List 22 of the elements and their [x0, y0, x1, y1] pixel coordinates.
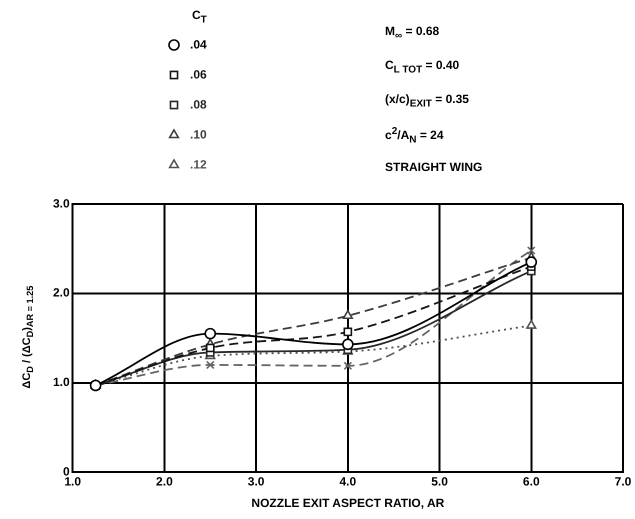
y-tick-label: 3.0 [52, 196, 70, 210]
x-tick-label: 7.0 [614, 474, 632, 489]
legend-title: C$_{T}$ [192, 8, 207, 26]
text: c$^{2}$/A$_{N}$ = 24 [385, 126, 445, 148]
legend-label: .06 [190, 67, 208, 82]
x-axis-title: NOZZLE EXIT ASPECT RATIO, AR [251, 496, 445, 510]
x-tick-label: 1.0 [64, 474, 82, 489]
x-tick-label: 2.0 [156, 474, 174, 489]
legend-label: .10 [190, 127, 208, 142]
x-tick-label: 6.0 [522, 474, 540, 489]
legend-label: .04 [190, 37, 208, 52]
text: (x/c)$_{EXIT}$ = 0.35 [385, 92, 470, 112]
x-tick-label: 4.0 [339, 474, 357, 489]
x-tick-label: 3.0 [248, 474, 265, 489]
y-tick-label: 2.0 [52, 286, 70, 300]
legend-label: .12 [190, 157, 208, 172]
text: STRAIGHT WING [385, 160, 482, 176]
y-tick-label: 1.0 [52, 375, 70, 390]
x-tick-label: 5.0 [431, 474, 448, 489]
text: C$_{L TOT}$ = 0.40 [385, 58, 460, 78]
legend-label: .08 [190, 97, 208, 112]
text: M$_{∞}$ = 0.68 [385, 24, 440, 44]
